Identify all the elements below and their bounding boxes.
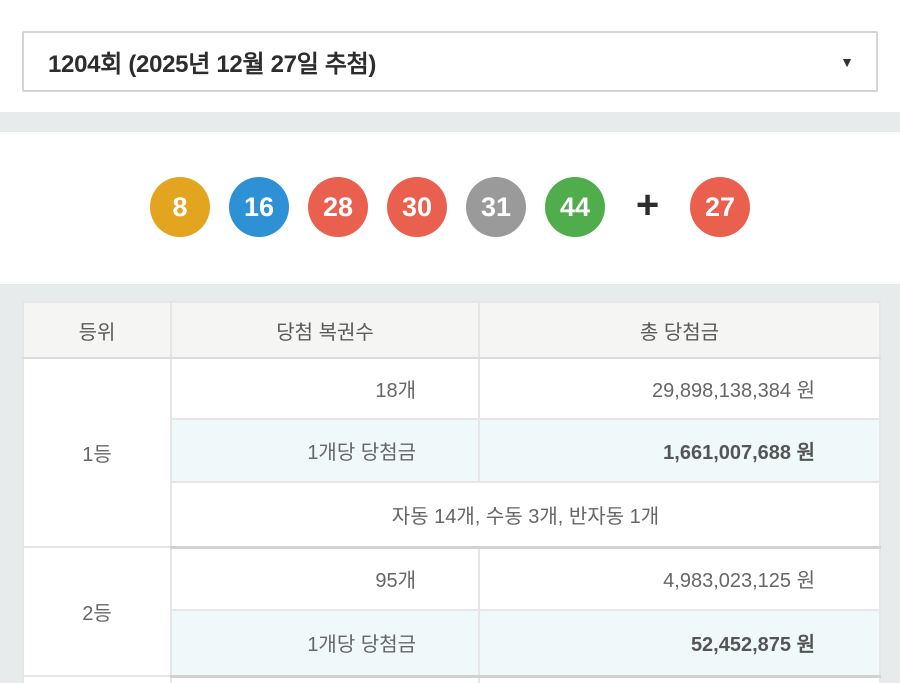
rank2-per-ticket-amount: 52,452,875 원 <box>478 609 881 678</box>
prize-table: 등위 당첨 복권수 총 당첨금 1등 18개 29,898,138,384 원 … <box>22 301 881 683</box>
plus-icon: + <box>635 182 660 227</box>
divider-band <box>0 112 900 132</box>
table-row: 1등 18개 29,898,138,384 원 <box>22 357 881 548</box>
lotto-ball-4: 30 <box>387 177 447 237</box>
winning-numbers: 8 16 28 30 31 44 + 27 <box>0 132 900 284</box>
rank1-auto-manual-note: 자동 14개, 수동 3개, 반자동 1개 <box>170 481 881 549</box>
rank-2nd: 2등 <box>22 546 172 677</box>
round-title: 1204회 (2025년 12월 27일 추첨) <box>48 51 377 78</box>
bonus-ball: 27 <box>690 177 750 237</box>
table-row: 1개당 당첨금 1,661,007,688 원 <box>23 418 881 483</box>
rank1-count: 18개 <box>170 357 480 420</box>
table-row <box>22 675 881 683</box>
cutoff-cell <box>22 675 172 683</box>
table-row: 1개당 당첨금 52,452,875 원 <box>23 609 881 678</box>
rank2-total-amount: 4,983,023,125 원 <box>478 546 881 611</box>
chevron-down-icon[interactable]: ▼ <box>840 53 854 70</box>
header-ticket-count: 당첨 복권수 <box>170 301 480 359</box>
lotto-ball-5: 31 <box>466 177 526 237</box>
table-row: 자동 14개, 수동 3개, 반자동 1개 <box>23 481 881 549</box>
round-selector[interactable]: 1204회 (2025년 12월 27일 추첨) ▼ <box>22 31 878 92</box>
table-row: 2등 95개 4,983,023,125 원 <box>22 546 881 677</box>
cutoff-cell <box>478 675 881 683</box>
rank2-count: 95개 <box>170 546 480 611</box>
prize-section: 등위 당첨 복권수 총 당첨금 1등 18개 29,898,138,384 원 … <box>0 284 900 683</box>
header-rank: 등위 <box>22 301 172 359</box>
lotto-ball-1: 8 <box>150 177 210 237</box>
header-total-prize: 총 당첨금 <box>478 301 881 359</box>
lotto-ball-6: 44 <box>545 177 605 237</box>
rank1-per-ticket-amount: 1,661,007,688 원 <box>478 418 881 483</box>
cutoff-cell <box>170 675 480 683</box>
table-header-row: 등위 당첨 복권수 총 당첨금 <box>22 301 881 359</box>
rank2-per-ticket-label: 1개당 당첨금 <box>170 609 480 678</box>
rank-1st: 1등 <box>22 357 172 548</box>
rank1-per-ticket-label: 1개당 당첨금 <box>170 418 480 483</box>
lotto-ball-3: 28 <box>308 177 368 237</box>
rank1-total-amount: 29,898,138,384 원 <box>478 357 881 420</box>
lotto-ball-2: 16 <box>229 177 289 237</box>
